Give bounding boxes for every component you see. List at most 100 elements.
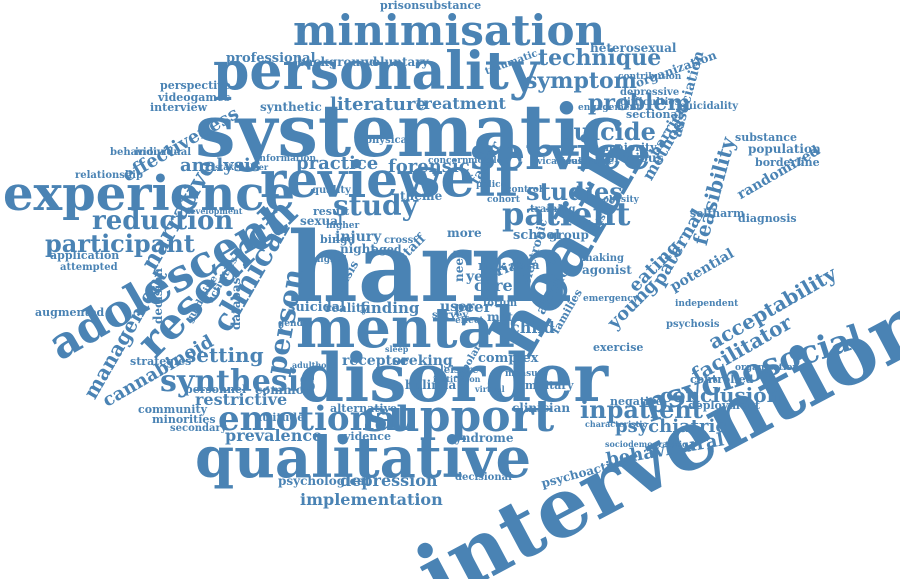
word-measure: measure bbox=[505, 369, 549, 379]
word-conclusion: conclusion bbox=[660, 383, 782, 407]
word-control: control bbox=[506, 185, 543, 195]
word-result: result bbox=[313, 205, 350, 218]
word-binge: binge bbox=[320, 233, 355, 246]
word-service: service bbox=[470, 126, 651, 180]
word-personality: personality bbox=[213, 41, 540, 102]
word-year: year bbox=[466, 269, 500, 285]
word-decision: decision bbox=[151, 268, 165, 324]
word-literature: literature bbox=[330, 94, 427, 115]
word-review: review bbox=[260, 150, 442, 209]
word-heterosexual: heterosexual bbox=[590, 41, 677, 55]
word-minimisation: minimisation bbox=[293, 6, 606, 55]
word-emergency: emergency bbox=[583, 294, 638, 304]
word-cross: cross bbox=[384, 235, 414, 246]
word-treatment: treatment bbox=[416, 94, 506, 113]
word-background: background bbox=[297, 55, 378, 69]
word-support: support bbox=[363, 391, 555, 442]
word-difficulties: difficulties bbox=[620, 97, 681, 108]
word-augmented: augmented bbox=[35, 306, 105, 319]
word-decisional: decisional bbox=[455, 472, 512, 483]
word-synthesis: synthesis bbox=[160, 364, 317, 399]
word-common: common bbox=[255, 383, 313, 397]
word-diagnosis: diagnosis bbox=[738, 212, 797, 225]
word-peer: peer bbox=[454, 298, 492, 316]
word-virtual: virtual bbox=[475, 384, 505, 394]
word-prevalence: prevalence bbox=[225, 426, 323, 445]
word-prisonsubstance: prisonsubstance bbox=[380, 0, 482, 12]
word-disorder: disorder bbox=[298, 339, 609, 417]
word-need: need bbox=[452, 249, 466, 282]
word-psychological: psychological bbox=[278, 474, 370, 488]
word-inpatient: inpatient bbox=[580, 395, 703, 424]
word-patient: patient bbox=[502, 195, 631, 233]
word-relationship: relationship bbox=[75, 170, 143, 181]
word-concern: concern bbox=[428, 156, 469, 166]
word-effect: effect bbox=[455, 316, 484, 326]
word-suicidal: suicidal bbox=[288, 300, 346, 315]
word-problem: problem bbox=[588, 90, 691, 116]
word-aged: aged bbox=[372, 243, 402, 256]
word-more: more bbox=[447, 226, 482, 240]
word-risk: risk bbox=[478, 259, 507, 274]
word-selfharm: selfharm bbox=[690, 207, 745, 220]
word-making: making bbox=[582, 253, 625, 264]
word-qualitative: qualitative bbox=[195, 425, 532, 491]
word-voluntary: voluntary bbox=[365, 55, 429, 69]
word-quality: quality bbox=[312, 185, 351, 196]
word-minorities: minorities bbox=[152, 413, 216, 426]
word-previous: previous bbox=[606, 151, 664, 165]
word-receptor: receptor bbox=[342, 353, 409, 369]
word-contribution: contribution bbox=[618, 72, 682, 82]
word-complex: complex bbox=[478, 351, 539, 366]
word-substance: substance bbox=[735, 131, 797, 144]
word-psychiatric: psychiatric bbox=[615, 416, 727, 437]
word-professional: professional bbox=[226, 51, 316, 66]
word-synthetic: synthetic bbox=[260, 100, 322, 114]
word-reduction: reduction bbox=[92, 206, 234, 236]
word-data: data bbox=[510, 258, 540, 272]
word-technique: technique bbox=[538, 45, 662, 71]
word-participant: participant bbox=[45, 229, 195, 258]
word-school: school bbox=[513, 228, 560, 243]
word-depression: depression bbox=[340, 471, 438, 490]
word-police: police bbox=[476, 180, 507, 190]
word-syndrome: syndrome bbox=[448, 431, 514, 445]
word-care: care bbox=[474, 276, 513, 295]
word-forensic: forensic bbox=[388, 156, 470, 177]
word-studies: studies bbox=[526, 177, 623, 206]
word-community: community bbox=[138, 403, 207, 416]
word-meta: meta bbox=[487, 310, 521, 324]
word-sexual: sexual bbox=[300, 214, 343, 228]
word-finding: finding bbox=[360, 299, 420, 317]
word-application: application bbox=[50, 249, 120, 262]
word-implementation: implementation bbox=[300, 490, 443, 509]
word-attempted: attempted bbox=[60, 262, 118, 273]
word-harm: harm bbox=[288, 211, 573, 324]
word-evidence: evidence bbox=[337, 430, 391, 443]
word-higher: higher bbox=[326, 221, 360, 231]
word-healthcare: healthcare bbox=[560, 157, 614, 167]
word-exercise: exercise bbox=[593, 341, 644, 354]
word-seeking: seeking bbox=[392, 353, 453, 369]
word-forum: forum bbox=[483, 298, 518, 309]
word-behaviour: behaviour bbox=[110, 147, 166, 158]
word-attitude: attitude bbox=[255, 411, 305, 424]
word-sleep: sleep bbox=[385, 344, 409, 354]
word-self: self bbox=[410, 145, 519, 209]
word-child: child bbox=[510, 318, 555, 337]
word-sectional: sectional bbox=[626, 108, 682, 121]
word-deployment: deployment bbox=[688, 399, 761, 412]
word-setting: setting bbox=[185, 343, 264, 367]
word-adulthood: adulthood bbox=[292, 360, 338, 370]
word-perspective: perspective bbox=[160, 79, 231, 92]
word-stakeholder: stakeholder bbox=[215, 162, 269, 172]
word-restrictive: restrictive bbox=[195, 390, 288, 409]
word-practice: practice bbox=[296, 153, 379, 174]
word-negative: negative bbox=[610, 395, 663, 408]
word-personnel: personnel bbox=[185, 383, 247, 396]
word-study: study bbox=[333, 189, 418, 222]
word-theme: theme bbox=[400, 189, 443, 203]
word-engagement: engagement bbox=[578, 103, 641, 113]
word-suicidality: suicidality bbox=[680, 101, 739, 112]
